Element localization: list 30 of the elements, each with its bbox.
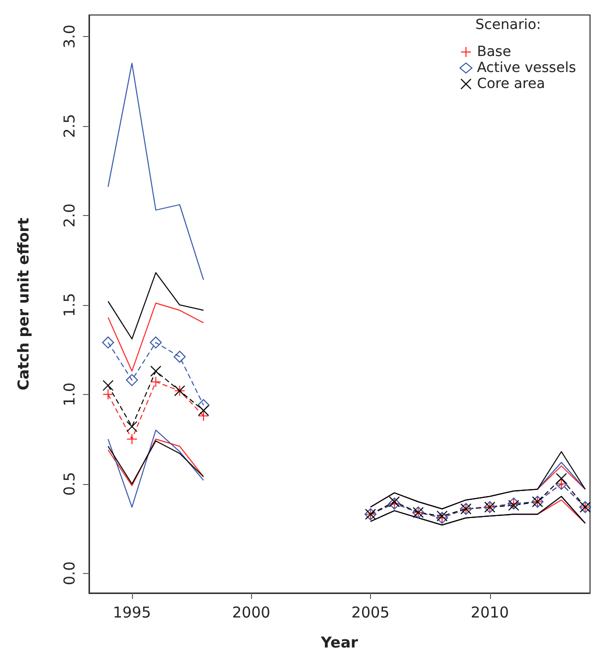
y-tick-label: 2.5 (60, 114, 78, 138)
y-tick-label: 0.0 (60, 561, 78, 586)
point (126, 374, 138, 386)
point (150, 336, 162, 348)
x-tick-label: 2000 (232, 604, 270, 622)
legend-label: Base (476, 44, 512, 60)
point (150, 366, 162, 377)
x-tick-label: 2010 (470, 604, 509, 622)
point (102, 336, 114, 348)
point (150, 376, 162, 388)
point (126, 434, 138, 445)
y-axis-title: Catch per unit effort (14, 218, 32, 390)
y-tick-label: 2.0 (60, 203, 78, 228)
point (198, 410, 210, 422)
x-tick-label: 2005 (351, 604, 390, 622)
legend-label: Active vessels (476, 60, 576, 76)
point (556, 472, 567, 484)
y-tick-label: 1.5 (60, 292, 78, 317)
legend-title: Scenario: (475, 17, 541, 33)
point (198, 404, 210, 416)
y-tick-label: 0.5 (60, 472, 78, 496)
point (102, 388, 114, 400)
point (174, 350, 186, 363)
x-axis-title: Year (320, 634, 359, 652)
point (126, 421, 138, 432)
y-tick-label: 3.0 (60, 24, 78, 48)
legend-label: Core area (476, 76, 546, 92)
x-tick-label: 1995 (112, 604, 152, 622)
point (102, 380, 114, 391)
y-tick-label: 1.0 (60, 382, 78, 406)
